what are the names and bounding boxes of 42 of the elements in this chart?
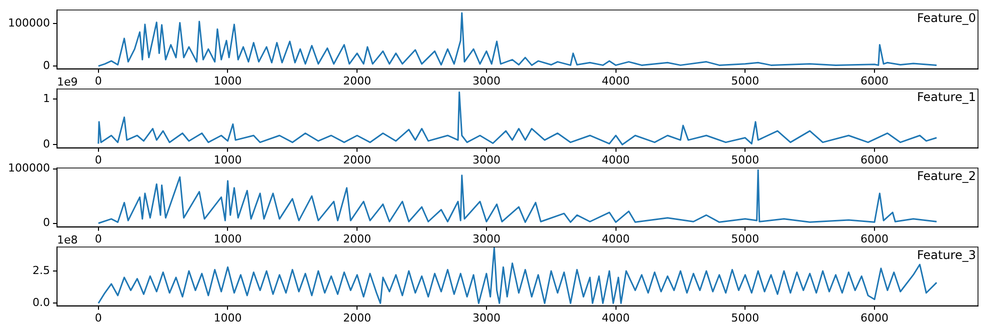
x-tick-label: 2000 (343, 74, 372, 88)
x-tick-label: 4000 (602, 74, 630, 88)
x-tick-label: 3000 (472, 232, 500, 246)
x-tick-label: 0 (94, 311, 102, 324)
x-tick-label: 0 (94, 232, 102, 246)
x-tick-label: 1000 (214, 232, 242, 246)
x-tick-label: 1000 (214, 311, 242, 324)
x-tick-label: 6000 (860, 232, 889, 246)
chart-title: Feature_2 (917, 169, 976, 184)
y-tick-label: 0.0 (32, 296, 50, 310)
chart-title: Feature_0 (917, 11, 976, 26)
y-tick-label: 0 (43, 137, 50, 150)
x-tick-label: 4000 (602, 232, 630, 246)
x-tick-label: 2000 (343, 232, 372, 246)
x-tick-label: 3000 (472, 153, 500, 166)
y-tick-label: 100000 (8, 162, 50, 175)
x-tick-label: 2000 (343, 153, 372, 166)
y-tick-label: 1 (43, 92, 50, 105)
x-tick-label: 5000 (731, 74, 760, 88)
y-tick-label: 0 (43, 216, 50, 230)
x-tick-label: 4000 (602, 153, 630, 166)
x-tick-label: 1000 (214, 74, 242, 88)
x-tick-label: 6000 (860, 153, 889, 166)
x-tick-label: 0 (94, 153, 102, 166)
x-tick-label: 5000 (731, 153, 760, 166)
y-tick-label: 2.5 (32, 264, 50, 277)
x-tick-label: 4000 (602, 311, 630, 324)
chart-title: Feature_3 (917, 248, 976, 262)
y-tick-label: 100000 (8, 16, 50, 30)
x-tick-label: 2000 (343, 311, 372, 324)
x-tick-label: 6000 (860, 311, 889, 324)
text: 1e9 (57, 75, 78, 88)
x-tick-label: 5000 (731, 311, 760, 324)
x-tick-label: 3000 (472, 311, 500, 324)
x-tick-label: 6000 (860, 74, 889, 88)
x-tick-label: 1000 (214, 153, 242, 166)
x-tick-label: 0 (94, 74, 102, 88)
text: 1e8 (57, 233, 78, 246)
x-tick-label: 5000 (731, 232, 760, 246)
y-tick-label: 0 (43, 58, 50, 72)
chart-title: Feature_1 (917, 90, 976, 104)
x-tick-label: 3000 (472, 74, 500, 88)
